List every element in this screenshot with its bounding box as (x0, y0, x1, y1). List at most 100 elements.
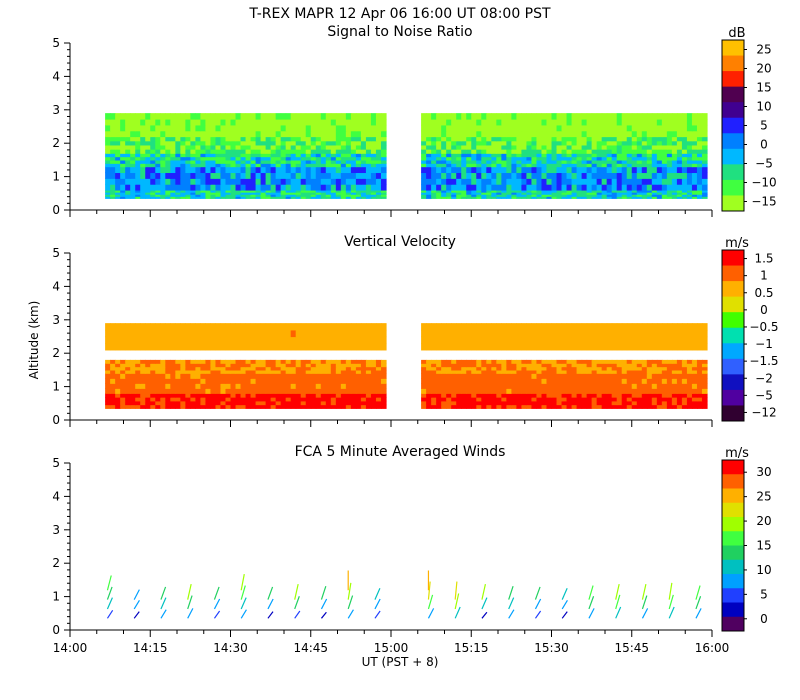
wind-profile-10 (347, 570, 354, 619)
wind-barb (454, 593, 460, 610)
y-tick-label: 4 (52, 279, 60, 293)
wind-barb (347, 609, 354, 619)
y-tick-label: 0 (52, 623, 60, 637)
wind-barb (615, 584, 620, 600)
colorbar-cell (722, 265, 744, 282)
wind-barb (668, 582, 673, 600)
wind-barb (668, 594, 674, 610)
colorbar-tick-label: 20 (756, 514, 771, 528)
colorbar-cell (722, 460, 744, 475)
y-tick-label: 3 (52, 523, 60, 537)
colorbar-tick-label: 25 (756, 43, 771, 57)
colorbar-tick-label: 25 (756, 490, 771, 504)
y-tick-label: 0 (52, 203, 60, 217)
wind-profile-18 (588, 585, 595, 619)
wind-barb (187, 595, 193, 610)
wind-profile-5 (213, 586, 221, 619)
wind-profile-16 (534, 586, 542, 619)
wind-barb (187, 608, 194, 619)
data-band-3 (105, 153, 708, 168)
colorbar-cell (722, 559, 744, 575)
colorbar-tick-label: −1 (755, 337, 773, 351)
y-tick-label: 5 (52, 36, 60, 50)
figure-title: T-REX MAPR 12 Apr 06 16:00 UT 08:00 PST (248, 6, 551, 22)
colorbar-tick-label: 1.5 (754, 252, 773, 266)
wind-barb (133, 611, 140, 619)
x-tick-label: 15:00 (374, 641, 409, 655)
y-tick-label: 5 (52, 246, 60, 260)
y-tick-label: 4 (52, 69, 60, 83)
y-tick-label: 0 (52, 413, 60, 427)
wind-barb (615, 594, 621, 610)
wind-barb (320, 598, 328, 610)
wind-barb (213, 586, 220, 600)
wind-barb (320, 611, 327, 619)
wind-barb (695, 585, 701, 600)
colorbar-tick-label: 0 (760, 612, 768, 626)
colorbar-cell (722, 312, 744, 329)
wind-profile-6 (240, 574, 247, 619)
snr-panel-title: Signal to Noise Ratio (327, 24, 472, 40)
wind-profile-12 (427, 570, 435, 619)
colorbar-cell (722, 102, 744, 119)
velocity-units-label: m/s (725, 236, 749, 251)
wind-barb (668, 606, 675, 619)
colorbar-tick-label: −2 (755, 371, 773, 385)
colorbar-cell (722, 389, 744, 406)
x-tick-label: 15:30 (534, 641, 569, 655)
colorbar-cell (722, 195, 744, 212)
colorbar-cell (722, 574, 744, 589)
wind-barb (320, 586, 327, 600)
colorbar-cell (722, 488, 744, 504)
wind-profile-19 (615, 584, 622, 619)
wind-barb (240, 609, 247, 619)
colorbar-1: 25 20 15 10 5 0 −5 −10 −15 (721, 39, 777, 212)
wind-profile-20 (641, 584, 649, 619)
x-tick-label: 15:45 (614, 641, 649, 655)
y-tick-label: 2 (52, 346, 60, 360)
colorbar-tick-label: 20 (756, 62, 771, 76)
wind-barb (294, 610, 301, 619)
y-tick-label: 3 (52, 313, 60, 327)
colorbar-cell (722, 148, 744, 165)
colorbar-tick-label: 10 (756, 100, 771, 114)
wind-barb (561, 611, 568, 619)
wind-barb (641, 584, 647, 600)
data-band-1 (105, 189, 708, 199)
wind-barb (106, 575, 112, 591)
wind-barb (695, 596, 702, 610)
y-axis-label: Altitude (km) (27, 301, 41, 380)
colorbar-cell (722, 117, 744, 134)
colorbar-cell (722, 405, 744, 422)
colorbar-3: 30 25 20 15 10 5 0 (721, 459, 772, 632)
panel-3: 0 1 2 3 4 5 14:00 14:15 14:30 14:45 15:00 15:15 15:3… (52, 456, 771, 655)
wind-profile-9 (320, 586, 328, 619)
wind-profile-13 (454, 581, 461, 619)
winds-units-label: m/s (725, 446, 749, 461)
colorbar-cell (722, 588, 744, 603)
wind-barb (106, 597, 113, 610)
colorbar-cell (722, 545, 744, 561)
wind-barb (160, 586, 167, 600)
y-tick-label: 4 (52, 489, 60, 503)
snr-units-label: dB (728, 26, 745, 41)
data-band-5 (105, 113, 708, 138)
x-tick-label: 15:15 (454, 641, 489, 655)
y-tick-label: 1 (52, 590, 60, 604)
wind-barb (347, 595, 354, 610)
wind-barb (534, 586, 541, 600)
wind-barb (561, 600, 568, 610)
colorbar-tick-label: 15 (756, 539, 771, 553)
wind-barb (294, 596, 300, 610)
colorbar-tick-label: 10 (756, 563, 771, 577)
colorbar-cell (722, 502, 744, 518)
colorbar-tick-label: −10 (751, 176, 776, 190)
colorbar-tick-label: −0.5 (749, 320, 778, 334)
colorbar-cell (722, 474, 744, 489)
colorbar-cell (722, 343, 744, 360)
wind-barb (374, 610, 381, 619)
x-tick-label: 16:00 (695, 641, 730, 655)
wind-barb (454, 606, 461, 619)
colorbar-cell (722, 327, 744, 344)
wind-barb (374, 598, 381, 610)
